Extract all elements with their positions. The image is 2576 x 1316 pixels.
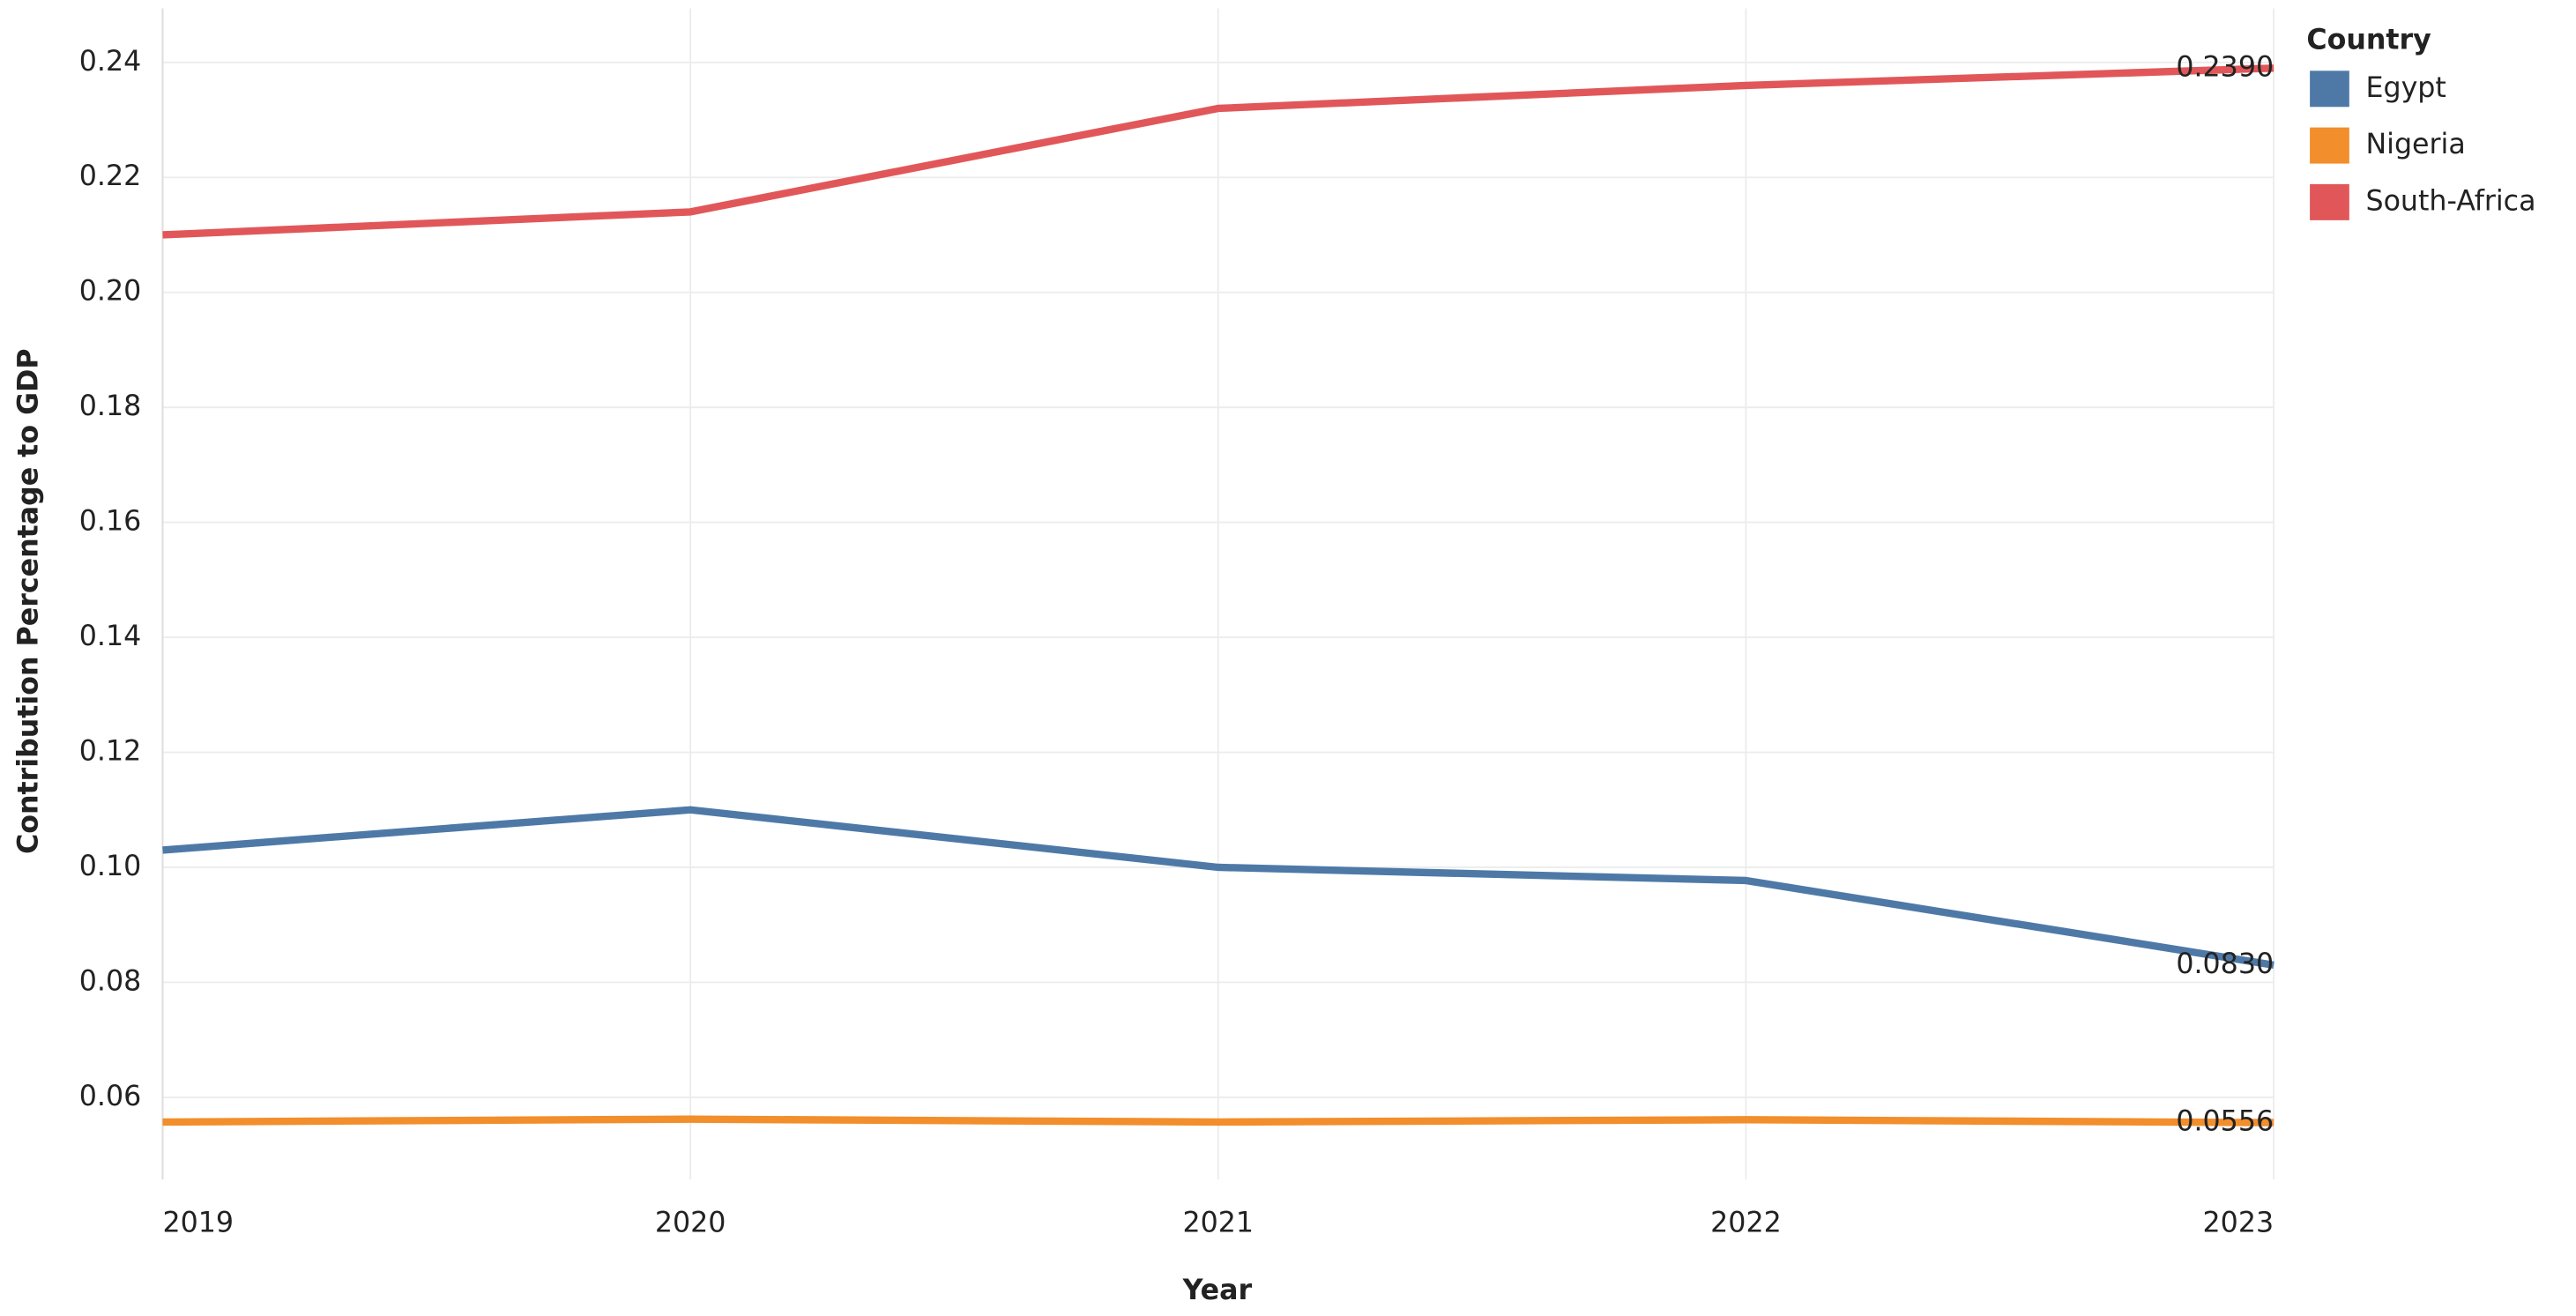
y-tick-label: 0.10 [79, 851, 141, 882]
y-tick-label: 0.16 [79, 506, 141, 538]
y-tick-label: 0.06 [79, 1081, 141, 1112]
legend-swatch [2310, 71, 2349, 108]
y-tick-label: 0.22 [79, 160, 141, 192]
x-tick-label: 2022 [1710, 1207, 1782, 1238]
legend-swatch [2310, 183, 2349, 220]
legend-label: Nigeria [2365, 129, 2465, 160]
line-series [162, 1115, 2274, 1126]
y-tick-label: 0.18 [79, 390, 141, 422]
data-label: 0.0830 [2176, 948, 2274, 980]
y-tick-label: 0.14 [79, 621, 141, 652]
y-tick-label: 0.20 [79, 276, 141, 308]
x-tick-label: 2019 [162, 1207, 234, 1238]
legend-label: South-Africa [2365, 185, 2535, 217]
y-axis-title: Contribution Percentage to GDP [13, 348, 45, 854]
y-tick-label: 0.12 [79, 736, 141, 768]
data-label: 0.0556 [2176, 1106, 2274, 1138]
legend-title: Country [2306, 25, 2431, 56]
y-tick-label: 0.08 [79, 965, 141, 997]
data-label: 0.2390 [2176, 51, 2274, 83]
x-tick-label: 2023 [2203, 1207, 2274, 1238]
x-tick-label: 2020 [655, 1207, 726, 1238]
x-tick-label: 2021 [1183, 1207, 1254, 1238]
x-axis-title: Year [1182, 1275, 1253, 1306]
legend-label: Egypt [2365, 72, 2446, 104]
line-series [162, 64, 2274, 239]
y-tick-label: 0.24 [79, 46, 141, 78]
legend-swatch [2310, 127, 2349, 164]
line-series [162, 806, 2274, 970]
